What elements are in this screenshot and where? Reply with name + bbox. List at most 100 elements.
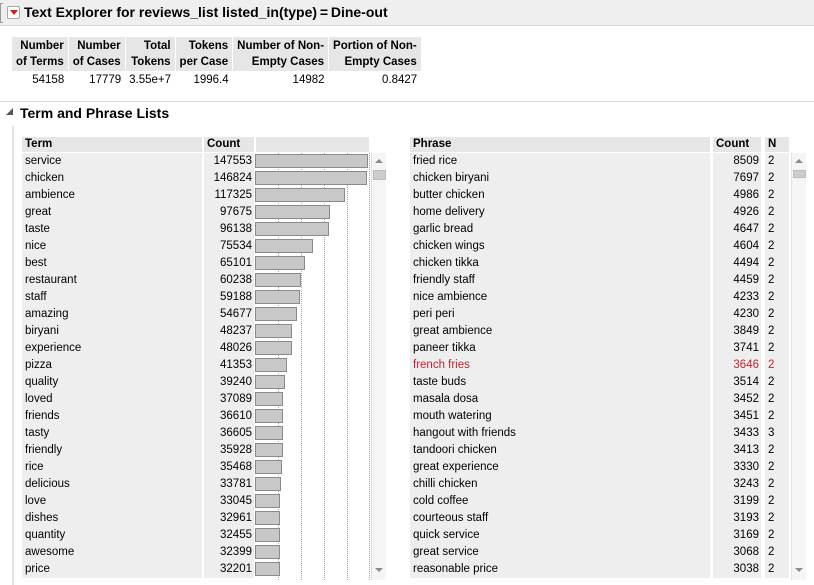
term-count-cell: 32399	[204, 544, 254, 561]
scroll-down-icon[interactable]	[375, 568, 383, 572]
term-cell[interactable]: great	[22, 204, 202, 221]
term-cell[interactable]: friends	[22, 408, 202, 425]
term-count-cell: 33045	[204, 493, 254, 510]
phrase-cell[interactable]: fried rice	[410, 153, 710, 170]
phrase-n-cell: 2	[765, 204, 789, 221]
phrase-n-cell: 2	[765, 255, 789, 272]
term-cell[interactable]: pizza	[22, 357, 202, 374]
phrase-cell[interactable]: hangout with friends	[410, 425, 710, 442]
term-count-bar	[255, 222, 329, 236]
term-count-bar	[255, 171, 367, 185]
term-cell[interactable]: best	[22, 255, 202, 272]
phrase-count-cell: 3199	[713, 493, 761, 510]
term-cell[interactable]: nice	[22, 238, 202, 255]
term-column-header[interactable]: Term	[22, 137, 202, 152]
phrase-column-header[interactable]: Phrase	[410, 137, 710, 152]
term-cell[interactable]: rice	[22, 459, 202, 476]
term-count-bar	[255, 477, 281, 491]
term-list-scrollbar[interactable]	[371, 153, 386, 580]
phrase-cell[interactable]: home delivery	[410, 204, 710, 221]
phrase-n-cell: 2	[765, 442, 789, 459]
n-column-header[interactable]: N	[765, 137, 789, 152]
term-count-cell: 39240	[204, 374, 254, 391]
term-count-cell: 96138	[204, 221, 254, 238]
term-count-cell: 32455	[204, 527, 254, 544]
phrase-n-cell: 2	[765, 289, 789, 306]
term-cell[interactable]: restaurant	[22, 272, 202, 289]
phrase-cell[interactable]: reasonable price	[410, 561, 710, 578]
phrase-cell[interactable]: great ambience	[410, 323, 710, 340]
term-cell[interactable]: friendly	[22, 442, 202, 459]
term-cell[interactable]: loved	[22, 391, 202, 408]
phrase-cell[interactable]: masala dosa	[410, 391, 710, 408]
red-triangle-menu-icon[interactable]	[7, 6, 20, 19]
phrase-n-cell: 2	[765, 153, 789, 170]
term-cell[interactable]: biryani	[22, 323, 202, 340]
phrase-cell[interactable]: mouth watering	[410, 408, 710, 425]
scroll-up-icon[interactable]	[795, 159, 803, 163]
phrase-cell[interactable]: paneer tikka	[410, 340, 710, 357]
term-cell[interactable]: taste	[22, 221, 202, 238]
header-line: Number of Non-	[237, 40, 325, 52]
phrase-cell[interactable]: taste buds	[410, 374, 710, 391]
phrase-n-cell: 2	[765, 476, 789, 493]
phrase-count-cell: 3451	[713, 408, 761, 425]
scrollbar-thumb[interactable]	[373, 170, 386, 180]
phrase-cell[interactable]: chicken wings	[410, 238, 710, 255]
term-cell[interactable]: chicken	[22, 170, 202, 187]
phrase-n-cell: 2	[765, 374, 789, 391]
phrase-n-cell: 2	[765, 238, 789, 255]
phrase-count-column-header[interactable]: Count	[713, 137, 761, 152]
outline-edge	[0, 3, 3, 23]
term-cell[interactable]: service	[22, 153, 202, 170]
term-count-cell: 147553	[204, 153, 254, 170]
term-cell[interactable]: experience	[22, 340, 202, 357]
term-cell[interactable]: awesome	[22, 544, 202, 561]
phrase-cell[interactable]: friendly staff	[410, 272, 710, 289]
phrase-cell[interactable]: great experience	[410, 459, 710, 476]
non-empty-cases-header: Number of Non- Empty Cases	[232, 37, 330, 71]
term-cell[interactable]: dishes	[22, 510, 202, 527]
phrase-cell[interactable]: cold coffee	[410, 493, 710, 510]
phrase-n-cell: 2	[765, 272, 789, 289]
header-line: Total	[143, 40, 171, 52]
disclosure-triangle-icon[interactable]	[6, 108, 13, 115]
term-cell[interactable]: quality	[22, 374, 202, 391]
phrase-cell[interactable]: garlic bread	[410, 221, 710, 238]
term-cell[interactable]: price	[22, 561, 202, 578]
phrase-cell[interactable]: nice ambience	[410, 289, 710, 306]
phrase-cell[interactable]: chicken biryani	[410, 170, 710, 187]
term-count-cell: 146824	[204, 170, 254, 187]
term-cell[interactable]: staff	[22, 289, 202, 306]
phrase-cell[interactable]: great service	[410, 544, 710, 561]
scroll-up-icon[interactable]	[375, 159, 383, 163]
term-cell[interactable]: tasty	[22, 425, 202, 442]
term-count-bar	[255, 273, 301, 287]
header-line: Tokens	[188, 40, 229, 52]
bar-gridline	[324, 153, 325, 580]
header-line: per Case	[179, 56, 229, 68]
phrase-n-cell: 2	[765, 323, 789, 340]
phrase-cell[interactable]: chicken tikka	[410, 255, 710, 272]
scroll-down-icon[interactable]	[795, 568, 803, 572]
term-cell[interactable]: quantity	[22, 527, 202, 544]
scrollbar-thumb[interactable]	[793, 170, 806, 178]
term-cell[interactable]: delicious	[22, 476, 202, 493]
phrase-cell[interactable]: tandoori chicken	[410, 442, 710, 459]
term-count-bars	[255, 153, 370, 580]
phrase-n-cell: 2	[765, 493, 789, 510]
phrase-cell[interactable]: courteous staff	[410, 510, 710, 527]
phrase-cell[interactable]: chilli chicken	[410, 476, 710, 493]
phrase-cell[interactable]: butter chicken	[410, 187, 710, 204]
term-cell[interactable]: ambience	[22, 187, 202, 204]
portion-non-empty-value: 0.8427	[382, 74, 418, 86]
phrase-list-scrollbar[interactable]	[791, 153, 806, 580]
term-cell[interactable]: amazing	[22, 306, 202, 323]
count-column-header[interactable]: Count	[204, 137, 254, 152]
phrase-cell[interactable]: quick service	[410, 527, 710, 544]
term-cell[interactable]: love	[22, 493, 202, 510]
phrase-cell[interactable]: peri peri	[410, 306, 710, 323]
phrase-cell[interactable]: french fries	[410, 357, 710, 374]
phrase-n-cell: 2	[765, 527, 789, 544]
report-title: Text Explorer for reviews_list listed_in…	[24, 4, 388, 20]
